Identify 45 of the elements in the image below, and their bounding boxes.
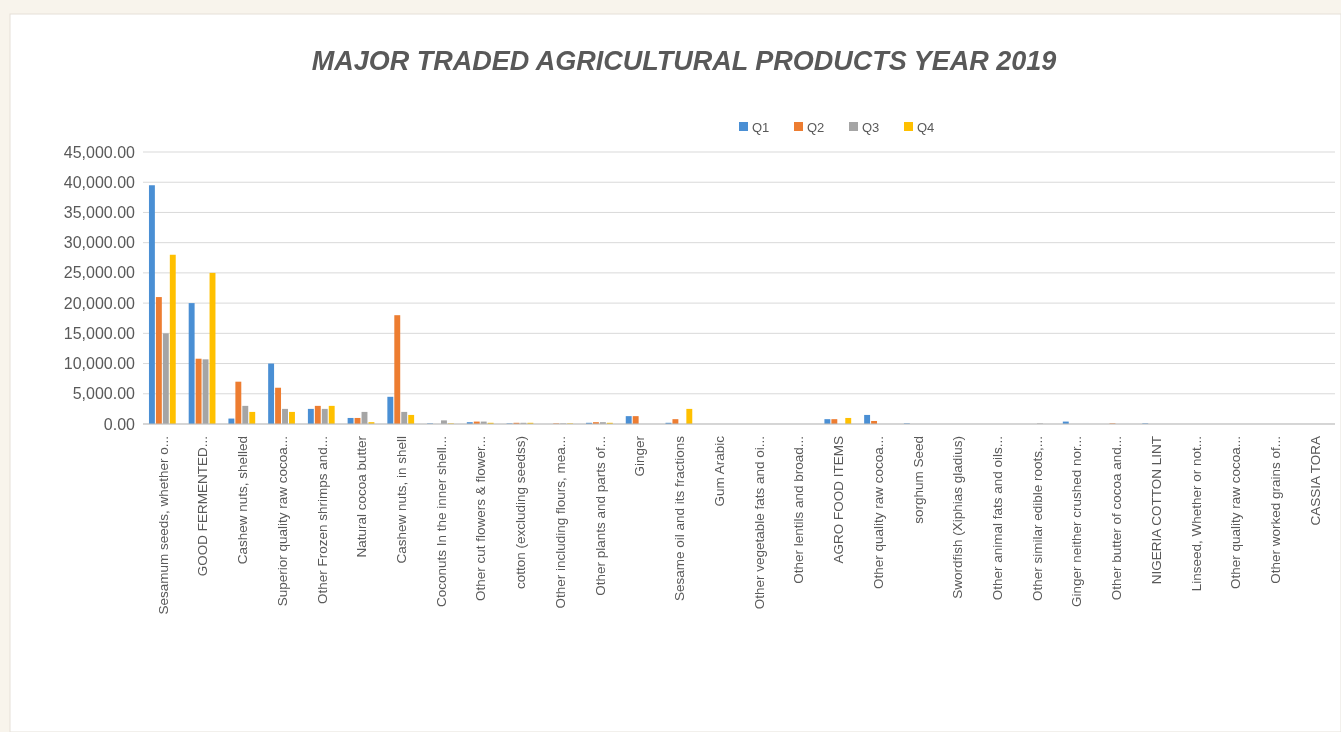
x-tick-label: Swordfish (Xiphias gladius) [950, 436, 966, 599]
legend-label: Q3 [862, 119, 880, 135]
legend-label: Q1 [752, 119, 770, 135]
chart-title: MAJOR TRADED AGRICULTURAL PRODUCTS YEAR 2019 [311, 46, 1057, 76]
x-tick-label: CASSIA TORA [1307, 436, 1323, 526]
x-tick-label: Cashew nuts, shelled [235, 436, 251, 565]
x-tick-label: cotton (excluding seedss) [513, 436, 529, 590]
x-tick-label: Linseed, Whether or not... [1188, 436, 1204, 592]
x-tick-label: Ginger neither crushed nor... [1069, 436, 1085, 608]
x-tick-label: Cashew nuts, in shell [393, 436, 409, 564]
y-tick-label: 0.00 [103, 415, 136, 433]
x-tick-label: Gum Arabic [711, 435, 727, 507]
y-tick-label: 35,000.00 [63, 204, 136, 222]
x-tick-label: Other similar edible roots,... [1029, 436, 1045, 602]
x-tick-label: Other quality raw cocoa... [1228, 436, 1244, 590]
x-tick-label: Other animal fats and oils... [989, 436, 1005, 601]
x-tick-label: Other Frozen shrimps and... [314, 436, 330, 605]
x-tick-label: NIGERIA COTTON LINT [1148, 436, 1164, 585]
y-tick-label: 30,000.00 [63, 234, 136, 252]
x-tick-label: Coconuts In the inner shell... [433, 436, 449, 608]
legend-label: Q4 [917, 119, 935, 135]
x-tick-label: Sesame oil and its fractions [672, 435, 688, 602]
x-tick-label: Other butter of cocoa and... [1109, 436, 1125, 601]
x-tick-label: sorghum Seed [910, 436, 926, 524]
x-tick-label: Other lentils and broad... [791, 436, 807, 584]
x-tick-label: Other cut flowers & flower... [473, 436, 489, 602]
y-tick-label: 45,000.00 [63, 143, 136, 161]
x-tick-label: Other including flours, mea... [552, 436, 568, 609]
x-tick-label: Superior quality raw cocoa... [274, 436, 290, 607]
y-tick-label: 20,000.00 [63, 294, 136, 312]
x-tick-label: Other worked grains of... [1268, 436, 1284, 584]
x-tick-label: Sesamum seeds, whether o... [155, 436, 171, 615]
x-tick-label: Other vegetable fats and oi... [751, 436, 767, 610]
x-tick-label: Other quality raw cocoa... [870, 436, 886, 590]
y-tick-label: 40,000.00 [63, 173, 136, 191]
y-tick-label: 5,000.00 [72, 385, 136, 403]
x-tick-label: GOOD FERMENTED... [195, 436, 211, 577]
y-tick-label: 25,000.00 [63, 264, 136, 282]
x-tick-label: Ginger [632, 435, 648, 477]
y-tick-label: 15,000.00 [63, 324, 136, 342]
legend-label: Q2 [807, 119, 825, 135]
x-tick-label: Natural cocoa butter [354, 435, 370, 558]
x-tick-label: Other plants and parts of... [592, 436, 608, 596]
y-tick-label: 10,000.00 [63, 355, 136, 373]
x-tick-label: AGRO FOOD ITEMS [831, 436, 847, 564]
